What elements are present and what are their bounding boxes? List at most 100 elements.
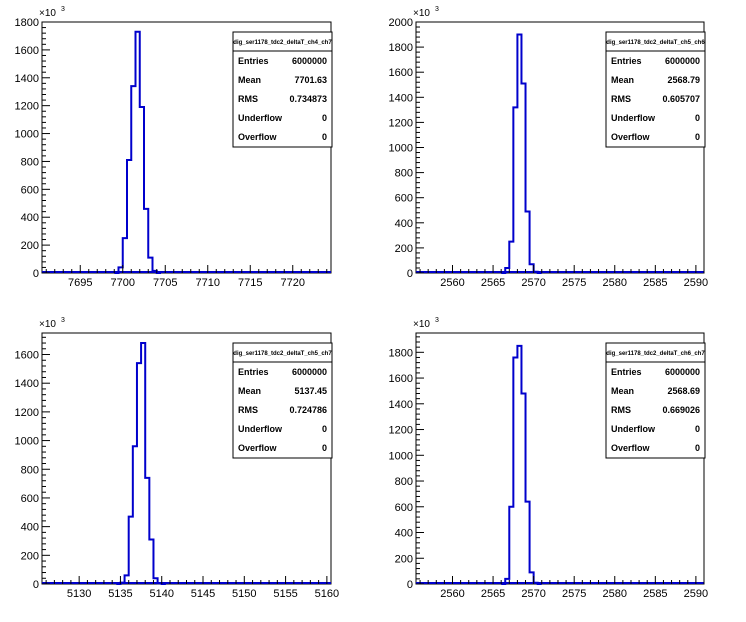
x-tick-label: 2570 (521, 277, 545, 289)
y-tick-label: 1800 (389, 42, 413, 54)
stat-label: Underflow (238, 424, 283, 434)
stat-label: Overflow (611, 132, 651, 142)
y-exponent-power: 3 (61, 6, 65, 13)
stat-value: 0 (322, 443, 327, 453)
y-tick-label: 1000 (15, 436, 39, 448)
stat-value: 2568.79 (667, 75, 700, 85)
stat-label: Underflow (611, 113, 656, 123)
histogram-pad-1: 7695 7700 7705 7710 7715 7720 0 200 400 600 800 100… (15, 6, 333, 289)
y-tick-label: 1400 (15, 73, 39, 85)
x-tick-label: 7720 (281, 277, 305, 289)
x-tick-label: 2565 (481, 588, 505, 600)
y-tick-label: 1800 (389, 347, 413, 359)
stats-box: dig_ser1178_tdc2_deltaT_ch5_ch6 Entries 60… (605, 31, 706, 148)
y-tick-label: 1000 (389, 450, 413, 462)
y-exponent-label: ×10 (39, 319, 56, 330)
y-tick-label: 1400 (389, 399, 413, 411)
x-tick-label: 5155 (273, 588, 297, 600)
x-tick-label: 5140 (149, 588, 173, 600)
stats-box-frame (605, 31, 706, 148)
histogram-line (501, 344, 542, 585)
x-tick-label: 2560 (440, 277, 464, 289)
y-tick-label: 600 (21, 493, 39, 505)
y-exponent-power: 3 (435, 317, 439, 324)
y-tick-label: 400 (21, 212, 39, 224)
x-tick-label: 2560 (440, 588, 464, 600)
x-tick-label: 7700 (111, 277, 135, 289)
histogram-pad-3: 5130 5135 5140 5145 5150 5155 5160 0 200 400 600 80… (15, 317, 340, 600)
x-tick-label: 2575 (562, 588, 586, 600)
stat-label: Entries (611, 56, 642, 66)
x-tick-label: 2575 (562, 277, 586, 289)
x-tick-label: 7695 (68, 277, 92, 289)
stat-label: Overflow (611, 443, 651, 453)
histogram-line (114, 30, 161, 274)
stat-label: Underflow (238, 113, 283, 123)
stat-value: 6000000 (292, 367, 327, 377)
y-tick-label: 800 (395, 168, 413, 180)
y-tick-label: 800 (395, 476, 413, 488)
stat-value: 2568.69 (667, 386, 700, 396)
y-tick-label: 800 (21, 156, 39, 168)
y-tick-label: 1200 (15, 101, 39, 113)
x-tick-label: 2590 (684, 588, 708, 600)
y-tick-label: 1000 (15, 129, 39, 141)
x-tick-label: 2585 (643, 277, 667, 289)
x-tick-label: 2580 (603, 277, 627, 289)
stat-label: Entries (611, 367, 642, 377)
stat-value: 0.669026 (662, 405, 700, 415)
stat-value: 0 (695, 424, 700, 434)
y-tick-label: 200 (21, 550, 39, 562)
x-tick-label: 2570 (521, 588, 545, 600)
stat-label: RMS (238, 94, 258, 104)
y-tick-label: 0 (407, 579, 413, 591)
stat-value: 0.724786 (289, 405, 327, 415)
stat-label: Overflow (238, 443, 278, 453)
stat-value: 6000000 (665, 56, 700, 66)
stat-value: 5137.45 (294, 386, 327, 396)
x-tick-label: 2580 (603, 588, 627, 600)
histogram-name: dig_ser1178_tdc2_deltaT_ch5_ch7 (233, 351, 332, 357)
y-tick-label: 800 (21, 464, 39, 476)
stats-box: dig_ser1178_tdc2_deltaT_ch5_ch7 Entries 60… (232, 342, 333, 459)
histogram-name: dig_ser1178_tdc2_deltaT_ch5_ch6 (606, 40, 705, 46)
histogram-pad-2: 2560 2565 2570 2575 2580 2585 2590 0 200 400 600 80… (389, 6, 709, 289)
y-tick-label: 0 (407, 268, 413, 280)
y-tick-label: 1200 (389, 117, 413, 129)
stat-value: 0.734873 (289, 94, 327, 104)
stat-label: Mean (611, 75, 634, 85)
y-tick-label: 1400 (389, 92, 413, 104)
y-tick-label: 1600 (15, 45, 39, 57)
y-exponent-label: ×10 (413, 319, 430, 330)
stat-label: RMS (611, 405, 631, 415)
stat-value: 0 (322, 424, 327, 434)
stat-value: 0 (322, 132, 327, 142)
stat-label: Mean (238, 386, 261, 396)
histogram-line (116, 342, 166, 585)
y-tick-label: 200 (395, 553, 413, 565)
stats-box: dig_ser1178_tdc2_deltaT_ch6_ch7 Entries 60… (605, 342, 706, 459)
stats-box-frame (232, 31, 333, 148)
stat-value: 0.605707 (662, 94, 700, 104)
y-tick-label: 1200 (389, 425, 413, 437)
stat-label: Overflow (238, 132, 278, 142)
stat-label: Mean (611, 386, 634, 396)
stat-label: RMS (238, 405, 258, 415)
x-tick-label: 5160 (315, 588, 339, 600)
x-tick-label: 2585 (643, 588, 667, 600)
y-tick-label: 200 (21, 240, 39, 252)
x-tick-label: 7710 (196, 277, 220, 289)
y-tick-label: 0 (33, 268, 39, 280)
y-tick-label: 400 (395, 218, 413, 230)
y-tick-label: 1200 (15, 407, 39, 419)
stat-label: Underflow (611, 424, 656, 434)
stats-box-frame (605, 342, 706, 459)
y-exponent-power: 3 (435, 6, 439, 13)
histogram-name: dig_ser1178_tdc2_deltaT_ch6_ch7 (606, 351, 705, 357)
y-tick-label: 1400 (15, 378, 39, 390)
x-tick-label: 2590 (684, 277, 708, 289)
x-tick-label: 7715 (238, 277, 262, 289)
histogram-pad-4: 2560 2565 2570 2575 2580 2585 2590 0 200 400 600 80… (389, 317, 709, 600)
x-tick-label: 5145 (191, 588, 215, 600)
y-tick-label: 1000 (389, 143, 413, 155)
